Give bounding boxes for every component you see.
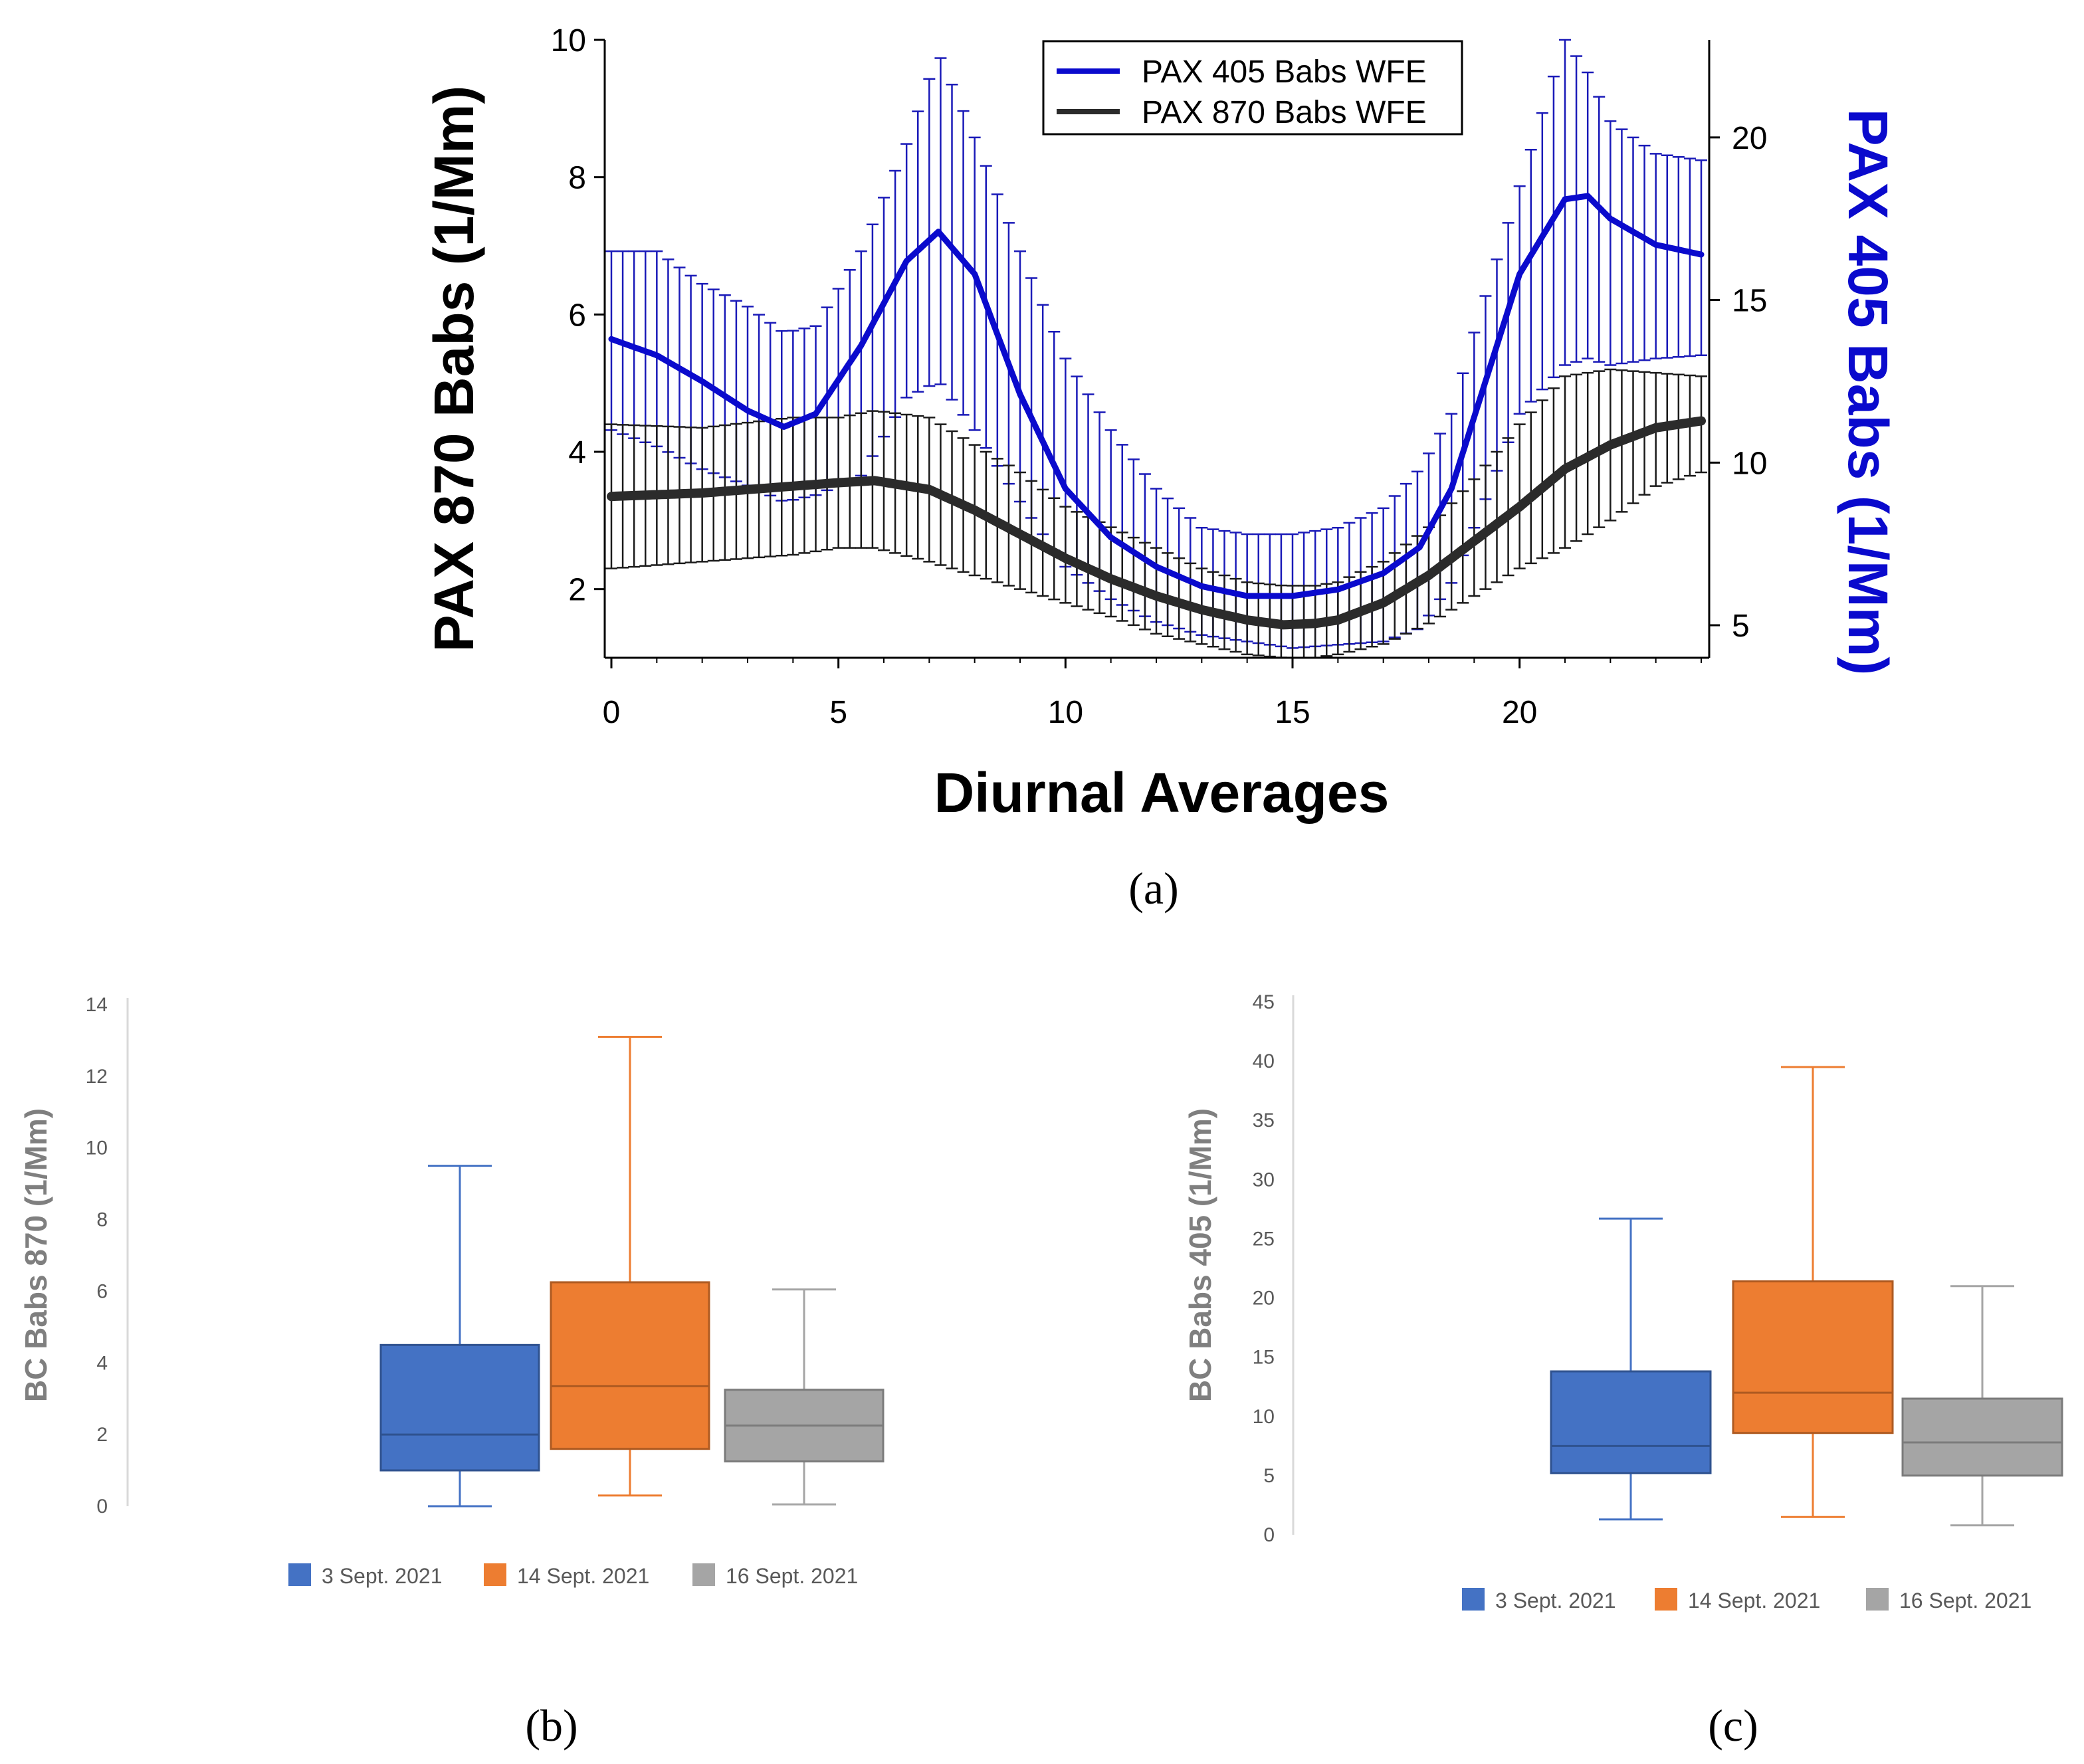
a-x-tick-label: 15 (1275, 695, 1310, 730)
legend-label: 3 Sept. 2021 (1495, 1589, 1615, 1613)
panel-a: 2 4 6 8 10 5 10 15 20 0 5 10 15 20 PAX 405 Babs WFE P… (423, 23, 1899, 914)
a-series-line-pax-870 (607, 416, 1706, 630)
box-y-tick-label: 6 (96, 1280, 108, 1302)
a-x-tick-label: 20 (1502, 695, 1537, 730)
a-x-tick-label: 10 (1048, 695, 1083, 730)
box-y-tick-label: 15 (1253, 1347, 1275, 1369)
a-y-axis-title-right: PAX 405 Babs (1/Mm) (1837, 109, 1899, 676)
box-y-tick-label: 10 (1253, 1406, 1275, 1428)
a-x-tick-label: 5 (829, 695, 847, 730)
a-legend-label-870: PAX 870 Babs WFE (1142, 95, 1427, 130)
b-legend: 3 Sept. 2021 14 Sept. 2021 16 Sept. 2021 (288, 1563, 858, 1588)
a-x-axis-title: Diurnal Averages (934, 761, 1390, 824)
box-y-tick-label: 35 (1253, 1110, 1275, 1131)
legend-swatch (1866, 1588, 1889, 1611)
c-plot: 0 5 10 15 20 25 30 35 40 45 (1253, 991, 2063, 1546)
a-caption: (a) (1128, 863, 1178, 914)
a-series-line-pax-405 (608, 193, 1705, 599)
b-y-axis-title: BC Babs 870 (1/Mm) (19, 1108, 53, 1402)
box-y-tick-label: 0 (1263, 1524, 1275, 1546)
box-y-tick-label: 45 (1253, 991, 1275, 1013)
box-y-tick-label: 4 (96, 1352, 108, 1374)
a-legend-box (1042, 40, 1463, 136)
box-y-tick-label: 8 (96, 1209, 108, 1231)
box-iqr (379, 1343, 540, 1472)
a-y-tick-label-right: 20 (1732, 121, 1767, 156)
panel-c: 0 5 10 15 20 25 30 35 40 45 BC Babs 405 (1/Mm) 3 … (1183, 991, 2063, 1751)
box-y-tick-label: 30 (1253, 1169, 1275, 1191)
box-y-tick-label: 2 (96, 1424, 108, 1446)
a-y-tick-label-right: 10 (1732, 446, 1767, 481)
a-legend-label-405: PAX 405 Babs WFE (1142, 54, 1427, 90)
a-axes: 2 4 6 8 10 5 10 15 20 0 5 10 15 20 (551, 23, 1768, 730)
box-y-tick-label: 0 (96, 1496, 108, 1518)
box-y-tick-label: 20 (1253, 1288, 1275, 1310)
box-iqr (550, 1281, 710, 1450)
a-y-tick-label-left: 6 (568, 298, 586, 333)
c-legend: 3 Sept. 2021 14 Sept. 2021 16 Sept. 2021 (1462, 1588, 2032, 1613)
legend-label: 14 Sept. 2021 (517, 1564, 649, 1588)
a-x-tick-label: 0 (603, 695, 621, 730)
legend-swatch (1655, 1588, 1677, 1611)
panel-b: 0 2 4 6 8 10 12 14 BC Babs 870 (1/Mm) 3 Sept. 2… (19, 994, 885, 1751)
a-y-tick-label-left: 10 (551, 23, 586, 58)
box-y-tick-label: 14 (86, 994, 108, 1016)
box-y-tick-label: 40 (1253, 1050, 1275, 1072)
box-y-tick-label: 12 (86, 1066, 108, 1088)
b-caption: (b) (525, 1700, 577, 1751)
legend-label: 16 Sept. 2021 (726, 1564, 858, 1588)
box-iqr (1901, 1397, 2063, 1477)
a-y-tick-label-right: 15 (1732, 284, 1767, 319)
legend-swatch (1462, 1588, 1485, 1611)
box-iqr (1732, 1280, 1894, 1434)
legend-swatch (288, 1563, 311, 1586)
a-y-tick-label-left: 2 (568, 573, 586, 608)
c-y-axis-title: BC Babs 405 (1/Mm) (1183, 1108, 1217, 1402)
a-y-axis-title-left: PAX 870 Babs (1/Mm) (423, 86, 485, 652)
box-y-tick-label: 25 (1253, 1228, 1275, 1250)
a-y-tick-label-left: 8 (568, 161, 586, 196)
legend-label: 3 Sept. 2021 (322, 1564, 442, 1588)
box-y-tick-label: 10 (86, 1137, 108, 1159)
box-iqr (1550, 1370, 1712, 1474)
legend-label: 14 Sept. 2021 (1688, 1589, 1820, 1613)
b-plot: 0 2 4 6 8 10 12 14 (86, 994, 885, 1518)
legend-label: 16 Sept. 2021 (1899, 1589, 2032, 1613)
a-y-tick-label-left: 4 (568, 435, 586, 470)
a-y-tick-label-right: 5 (1732, 609, 1750, 644)
legend-swatch (692, 1563, 715, 1586)
box-y-tick-label: 5 (1263, 1465, 1275, 1487)
c-caption: (c) (1708, 1700, 1758, 1751)
legend-swatch (484, 1563, 506, 1586)
